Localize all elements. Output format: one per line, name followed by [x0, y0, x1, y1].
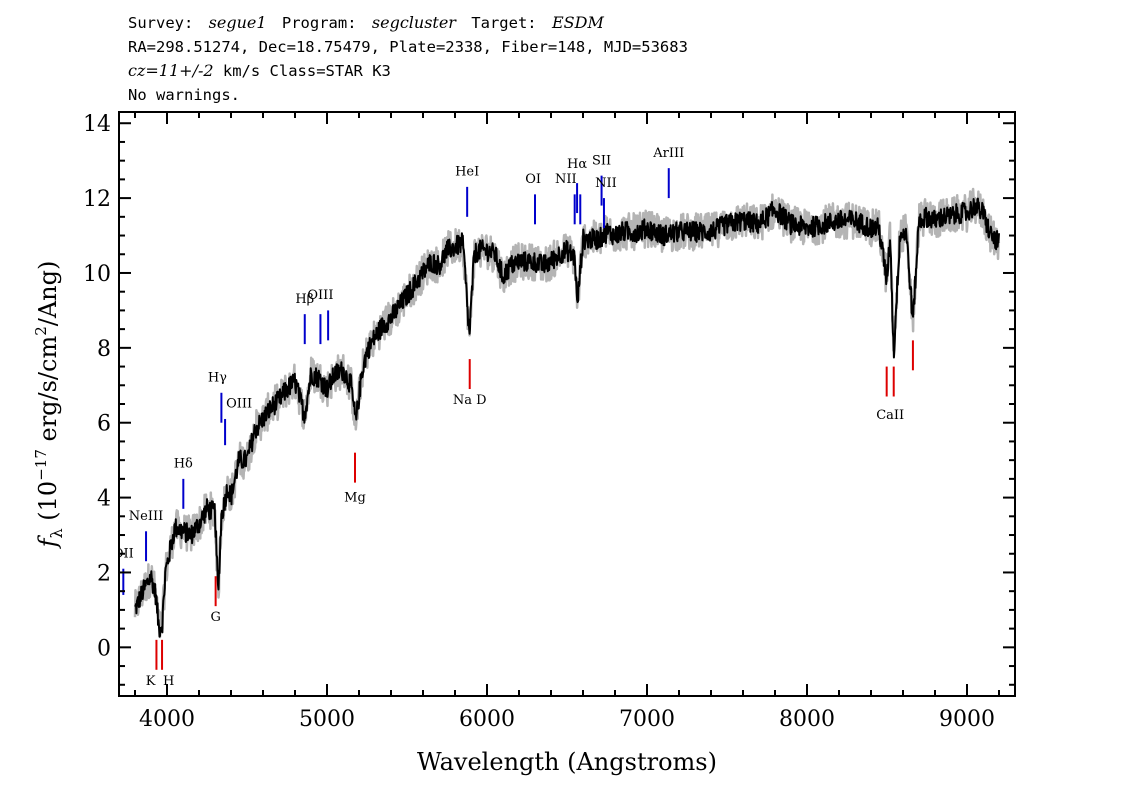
line-label-na-d-20: Na D — [453, 393, 487, 408]
y-tick-label-0: 0 — [97, 636, 111, 661]
x-tick-label-5000: 5000 — [299, 707, 355, 732]
header-line-4: No warnings. — [128, 86, 240, 104]
y-title-sub: λ — [47, 528, 66, 538]
header-line-2: RA=298.51274, Dec=18.75479, Plate=2338, … — [128, 38, 688, 56]
spectrum-line — [134, 197, 1000, 638]
y-tick-label-12: 12 — [83, 187, 111, 212]
y-title-exp2: 2 — [32, 326, 50, 336]
line-label-nii-14: NII — [595, 176, 617, 191]
y-axis-title: fλ (10−17 erg/s/cm2/Ang) — [32, 261, 66, 550]
x-tick-label-9000: 9000 — [939, 707, 995, 732]
y-title-pre: (10 — [34, 481, 62, 529]
x-tick-label-8000: 8000 — [779, 707, 835, 732]
target-label: Target: — [471, 14, 536, 32]
y-title-mid: erg/s/cm — [34, 336, 62, 450]
x-axis-title: Wavelength (Angstroms) — [417, 748, 717, 776]
line-label-hei-8: HeI — [455, 165, 479, 180]
y-title-exp1: −17 — [32, 449, 50, 481]
line-label-hγ-3: Hγ — [208, 371, 227, 386]
line-label-hα-11: Hα — [567, 157, 587, 172]
axis-ticks: 4000 5000 6000 7000 8000 9000 0 2 4 6 8 10 12 14 — [83, 112, 1015, 732]
line-label-hδ-2: Hδ — [174, 457, 193, 472]
line-label-oiii-4: OIII — [226, 397, 252, 412]
y-tick-label-6: 6 — [97, 412, 111, 437]
redshift-value: cz=11+/-2 — [128, 61, 214, 80]
line-label-h-17: H — [163, 674, 174, 689]
header-line-1: Survey: segue1 Program: segcluster Targe… — [128, 13, 604, 32]
line-label-nii-10: NII — [555, 172, 577, 187]
y-tick-label-14: 14 — [83, 112, 111, 137]
line-label-oii-0: OII — [113, 546, 134, 561]
target-value: ESDM — [551, 13, 604, 32]
line-label-k-16: K — [146, 674, 156, 689]
y-tick-label-4: 4 — [97, 487, 111, 512]
line-label-oiii-6: OIII — [307, 288, 333, 303]
line-label-sii-13: SII — [592, 153, 611, 168]
y-title-post: /Ang) — [34, 261, 62, 327]
program-label: Program: — [282, 14, 357, 32]
y-tick-label-2: 2 — [97, 561, 111, 586]
line-label-neiii-1: NeIII — [129, 509, 163, 524]
x-tick-label-6000: 6000 — [459, 707, 515, 732]
x-tick-label-4000: 4000 — [139, 707, 195, 732]
survey-label: Survey: — [128, 14, 193, 32]
class-text: km/s Class=STAR K3 — [223, 62, 391, 80]
plot-frame — [118, 111, 1016, 697]
line-label-g-18: G — [210, 610, 220, 625]
line-label-oi-9: OI — [525, 172, 541, 187]
line-label-mg-19: Mg — [344, 490, 366, 505]
x-tick-label-7000: 7000 — [619, 707, 675, 732]
line-label-ariii-15: ArIII — [652, 146, 684, 161]
survey-value: segue1 — [209, 13, 267, 32]
program-value: segcluster — [372, 13, 457, 32]
y-tick-label-10: 10 — [83, 262, 111, 287]
spectrum-header: Survey: segue1 Program: segcluster Targe… — [128, 13, 688, 104]
line-label-hβ-5: Hβ — [295, 292, 314, 307]
header-line-3: cz=11+/-2 km/s Class=STAR K3 — [128, 61, 391, 80]
line-label-caii-21: CaII — [876, 408, 904, 423]
y-tick-label-8: 8 — [97, 337, 111, 362]
